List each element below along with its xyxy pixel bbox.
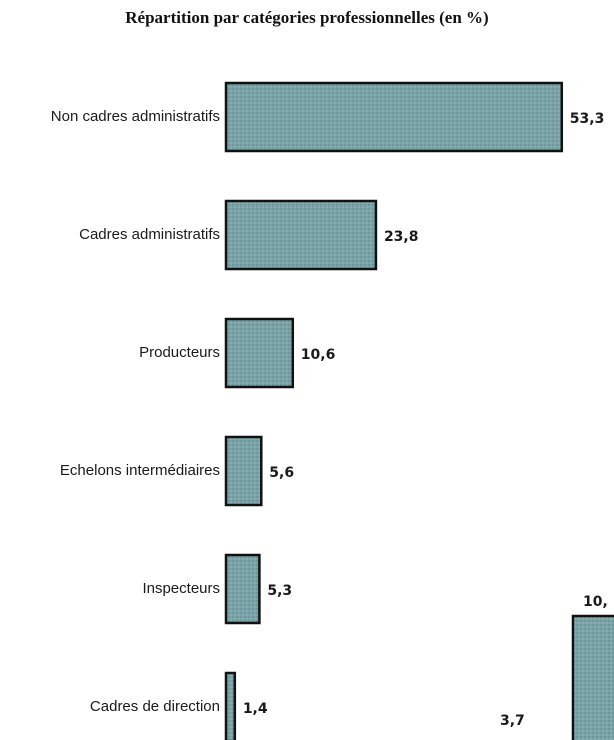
bar-producteurs [224,317,295,389]
bar-echelons-intermediaires [224,435,263,507]
second-chart-value-label-1: 3,7 [500,713,525,729]
bar-inspecteurs [224,553,261,625]
value-label-echelons-intermediaires: 5,6 [269,465,294,481]
bar-cadres-de-direction [224,671,237,740]
bar-non-cadres-administratifs [224,81,564,153]
bars-group: Non cadres administratifs 53,3 Cadres admi… [51,81,605,740]
bar-cadres-administratifs [224,199,378,271]
value-label-inspecteurs: 5,3 [267,583,292,599]
second-chart-value-label-2: 10, [583,594,608,610]
category-label-cadres-de-direction: Cadres de direction [90,698,220,715]
category-label-cadres-administratifs: Cadres administratifs [79,226,220,243]
value-label-cadres-de-direction: 1,4 [243,701,268,717]
category-label-inspecteurs: Inspecteurs [142,580,220,597]
category-label-echelons-intermediaires: Echelons intermédiaires [60,462,220,479]
chart-title: Répartition par catégories professionnel… [125,8,489,27]
partial-second-chart: 3,7 10, [500,594,614,740]
second-chart-bar [571,614,614,740]
value-label-cadres-administratifs: 23,8 [384,229,419,245]
value-label-non-cadres-administratifs: 53,3 [570,111,605,127]
category-label-producteurs: Producteurs [139,344,220,361]
value-label-producteurs: 10,6 [301,347,336,363]
category-label-non-cadres-administratifs: Non cadres administratifs [51,108,220,125]
